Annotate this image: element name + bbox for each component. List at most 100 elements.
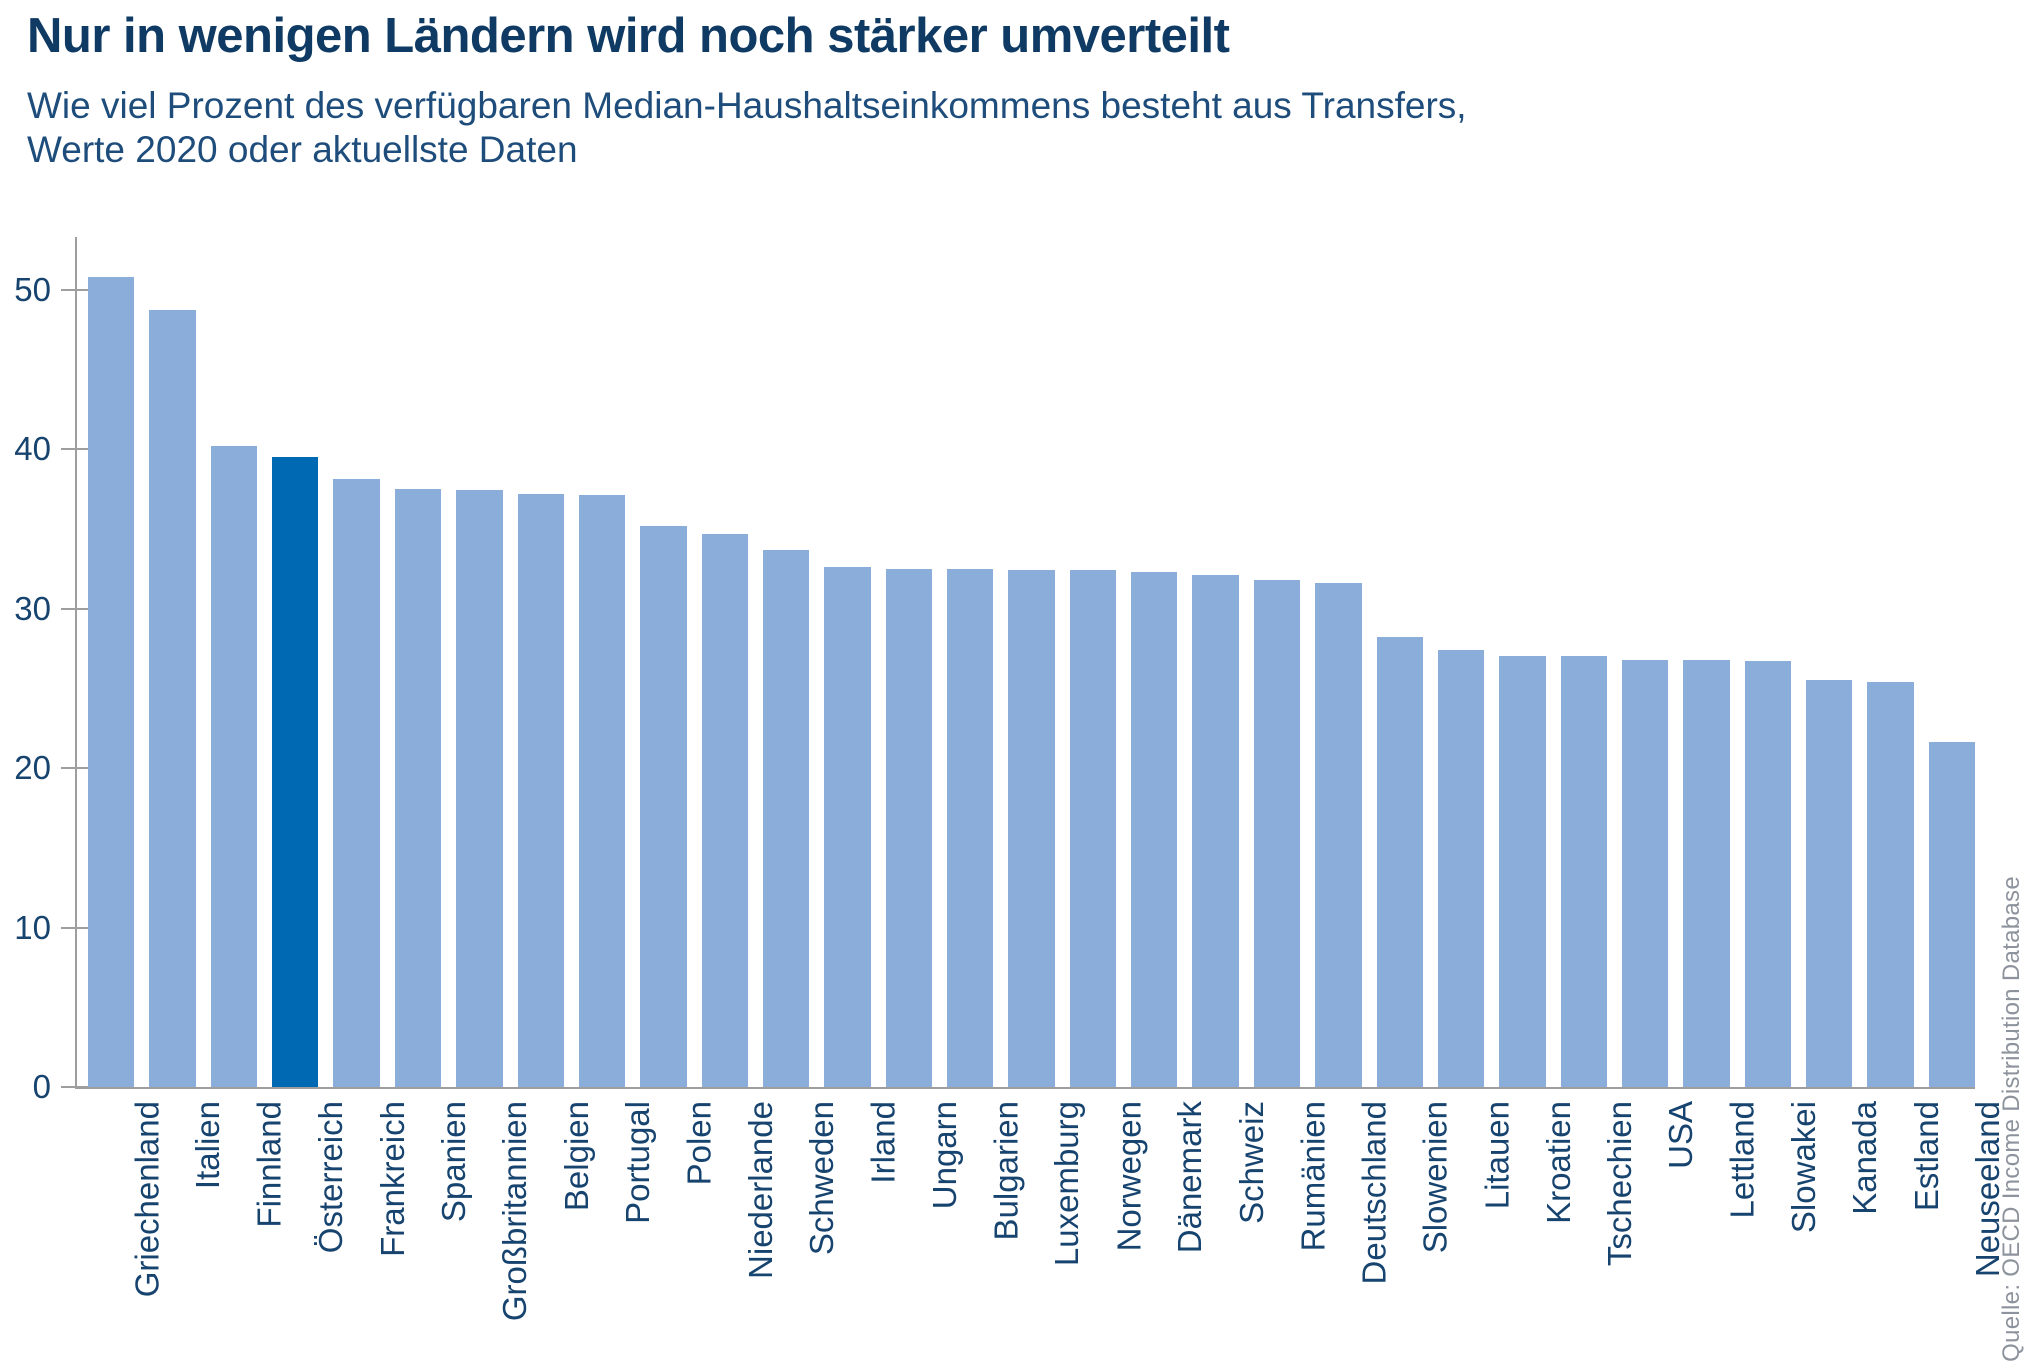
x-axis-label-wrap: Kroatien: [1499, 1101, 1576, 1366]
bar-group: Bulgarien: [947, 239, 1024, 1240]
bar-group: Estland: [1867, 239, 1945, 1211]
bar-group: Niederlande: [701, 239, 779, 1279]
x-axis-label: Schweden: [803, 1101, 841, 1256]
x-axis-line: [75, 1087, 1975, 1089]
bar-group: Luxemburg: [1008, 239, 1086, 1266]
x-axis-label-wrap: Schweden: [763, 1101, 840, 1366]
bar-group: Finnland: [210, 239, 288, 1228]
bar: [762, 549, 810, 1087]
y-axis-tick: [61, 448, 89, 450]
bar: [333, 479, 380, 1087]
x-axis-label-wrap: Norwegen: [1070, 1101, 1147, 1366]
bar-group: Lettland: [1683, 239, 1761, 1218]
bar-group: Norwegen: [1069, 239, 1147, 1251]
bar-group: Kroatien: [1499, 239, 1576, 1224]
bar-group: Slowakei: [1744, 239, 1822, 1233]
x-axis-label-wrap: Luxemburg: [1008, 1101, 1086, 1366]
bar-group: Österreich: [272, 239, 349, 1253]
x-axis-label-wrap: Polen: [640, 1101, 717, 1366]
x-axis-label-wrap: USA: [1622, 1101, 1699, 1366]
bar-group: Schweden: [762, 239, 840, 1255]
bars-container: Griechenland Italien Finnland Österreich…: [88, 239, 2006, 1321]
bar-group: Kanada: [1806, 239, 1883, 1215]
bar-group: Polen: [640, 239, 717, 1185]
x-axis-label-wrap: Dänemark: [1131, 1101, 1208, 1366]
bar-group: Litauen: [1437, 239, 1515, 1209]
y-axis-line: [75, 237, 77, 1087]
bar-group: Slowenien: [1376, 239, 1454, 1253]
x-axis-label: Slowakei: [1784, 1101, 1822, 1234]
bar-group: Belgien: [517, 239, 595, 1211]
x-axis-label: Großbritannien: [496, 1101, 534, 1322]
x-axis-label-wrap: Österreich: [272, 1101, 349, 1366]
x-axis-label: Frankreich: [373, 1101, 411, 1257]
source-note: Quelle: OECD Income Distribution Databas…: [1998, 876, 2025, 1362]
bar-group: Portugal: [578, 239, 656, 1224]
x-axis-label: Deutschland: [1355, 1101, 1393, 1285]
y-axis-tick: [61, 607, 89, 610]
x-axis-label: Luxemburg: [1048, 1101, 1086, 1267]
bar: [1744, 661, 1792, 1087]
bar-group: Deutschland: [1315, 239, 1392, 1284]
bar-group: Schweiz: [1192, 239, 1270, 1224]
x-axis-label-wrap: Bulgarien: [947, 1101, 1024, 1366]
x-axis-label-wrap: Italien: [149, 1101, 227, 1366]
bar-group: Neuseeland: [1928, 239, 2006, 1277]
bar-group: Spanien: [394, 239, 472, 1222]
x-axis-label-wrap: Neuseeland: [1929, 1101, 2006, 1366]
bar-group: Griechenland: [88, 239, 165, 1297]
y-axis-tick: [61, 288, 89, 291]
bar: [517, 493, 564, 1087]
x-axis-label: USA: [1662, 1101, 1700, 1169]
x-axis-label: Litauen: [1478, 1101, 1516, 1210]
x-axis-label-wrap: Ungarn: [886, 1101, 963, 1366]
x-axis-label: Schweiz: [1232, 1101, 1270, 1224]
bar: [1806, 680, 1853, 1087]
x-axis-label: Spanien: [434, 1101, 472, 1223]
bar: [701, 533, 748, 1087]
x-axis-label: Griechenland: [128, 1101, 166, 1298]
bar-group: Frankreich: [333, 239, 411, 1257]
bar: [1376, 637, 1423, 1087]
y-axis-tick-label: 10: [14, 908, 51, 946]
bar: [1131, 571, 1178, 1087]
bar: [1315, 582, 1362, 1087]
x-axis-label: Tschechien: [1600, 1101, 1638, 1267]
bar-group: Irland: [824, 239, 902, 1184]
x-axis-label-wrap: Lettland: [1683, 1101, 1761, 1366]
x-axis-label: Kanada: [1846, 1101, 1884, 1215]
bar: [1928, 742, 1976, 1087]
bar-chart: 0 10 20 30 40 50 Griechenland Italien: [14, 237, 2006, 1321]
y-axis-tick: [61, 767, 89, 769]
bar: [149, 310, 196, 1087]
x-axis-label: Niederlande: [741, 1101, 779, 1279]
x-axis-label-wrap: Griechenland: [88, 1101, 165, 1366]
bar: [640, 525, 687, 1087]
x-axis-label: Ungarn: [925, 1101, 963, 1210]
x-axis-label-wrap: Estland: [1867, 1101, 1945, 1366]
x-axis-label-wrap: Slowenien: [1377, 1101, 1454, 1366]
bar: [824, 567, 871, 1087]
bar: [272, 456, 319, 1087]
x-axis-label-wrap: Tschechien: [1561, 1101, 1638, 1366]
chart-subtitle: Wie viel Prozent des verfügbaren Median-…: [27, 85, 1467, 170]
bar-group: Rumänien: [1253, 239, 1331, 1251]
y-axis-tick-label: 40: [14, 430, 51, 467]
x-axis-label: Italien: [189, 1101, 227, 1190]
x-axis-label: Bulgarien: [987, 1101, 1025, 1241]
bar: [210, 445, 258, 1087]
x-axis-label: Österreich: [312, 1101, 350, 1254]
bar: [1437, 649, 1485, 1087]
x-axis-label-wrap: Irland: [824, 1101, 902, 1366]
x-axis-label-wrap: Großbritannien: [456, 1101, 533, 1366]
x-axis-label-wrap: Frankreich: [333, 1101, 411, 1366]
bar: [88, 276, 135, 1087]
bar: [1192, 575, 1239, 1087]
x-axis-label-wrap: Rumänien: [1254, 1101, 1331, 1366]
bar: [1069, 570, 1117, 1087]
bar: [456, 490, 503, 1087]
x-axis-label: Finnland: [250, 1101, 288, 1228]
bar-group: Großbritannien: [456, 239, 533, 1321]
x-axis-label-wrap: Belgien: [518, 1101, 595, 1366]
bar: [1621, 659, 1669, 1087]
